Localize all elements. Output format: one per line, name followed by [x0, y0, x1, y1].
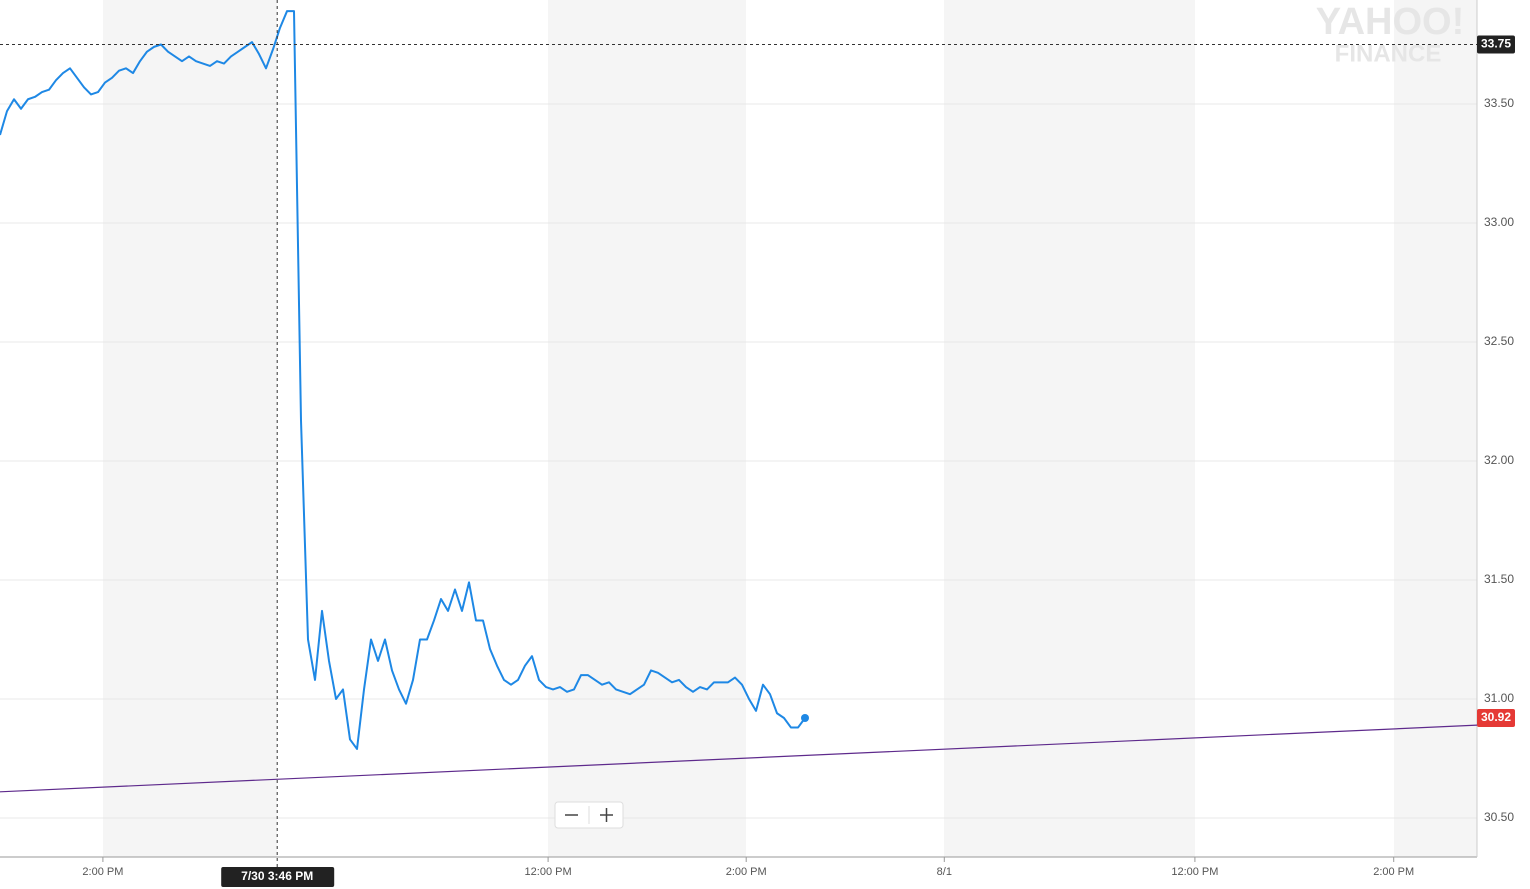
last-price-box: [1477, 709, 1515, 728]
y-tick-label: 30.50: [1484, 810, 1514, 824]
y-tick-label: 33.00: [1484, 215, 1514, 229]
x-tick-label: 2:00 PM: [82, 866, 123, 878]
last-price-label: 30.92: [1481, 710, 1511, 724]
crosshair-x-label: 7/30 3:46 PM: [241, 869, 313, 883]
zoom-controls[interactable]: [554, 801, 624, 829]
crosshair-y-box: [1477, 35, 1515, 54]
price-line: [0, 10, 806, 750]
band: [548, 0, 746, 857]
y-tick-label: 33.50: [1484, 96, 1514, 110]
band: [944, 0, 1195, 857]
x-tick-label: 12:00 PM: [525, 866, 572, 878]
y-tick-label: 32.50: [1484, 334, 1514, 348]
session-bands: [103, 0, 1477, 857]
y-tick-label: 31.50: [1484, 572, 1514, 586]
x-tick-label: 2:00 PM: [1373, 866, 1414, 878]
watermark: YAHOO!: [1316, 1, 1465, 43]
x-tick-label: 12:00 PM: [1171, 866, 1218, 878]
y-tick-label: 32.00: [1484, 453, 1514, 467]
crosshair-x-box: [221, 867, 335, 887]
last-point: [801, 714, 809, 723]
x-tick-label: 8/1: [937, 866, 952, 878]
band: [1394, 0, 1477, 857]
y-tick-label: 31.00: [1484, 691, 1514, 705]
crosshair-y-label: 33.75: [1481, 37, 1511, 51]
band: [103, 0, 277, 857]
x-tick-label: 2:00 PM: [726, 866, 767, 878]
trend-line: [0, 724, 1478, 793]
